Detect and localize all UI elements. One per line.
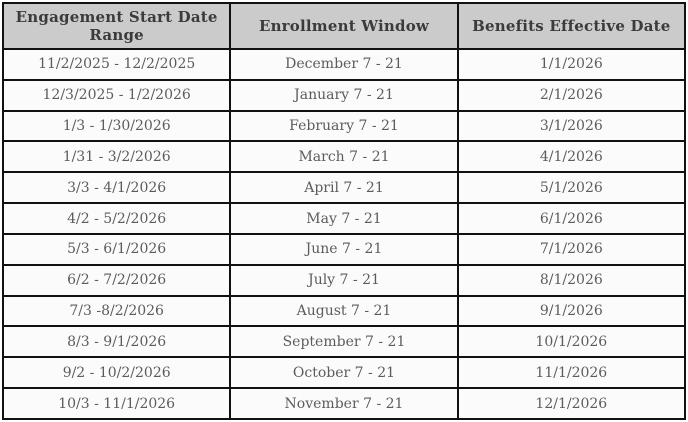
table-cell: 11/1/2026 <box>456 356 687 390</box>
table-cell: 6/2 - 7/2/2026 <box>1 263 232 297</box>
table-cell: 8/3 - 9/1/2026 <box>1 325 232 359</box>
table-row: 9/2 - 10/2/2026 October 7 - 21 11/1/2026 <box>1 356 687 390</box>
table-cell: January 7 - 21 <box>229 78 459 112</box>
table-row: 10/3 - 11/1/2026 November 7 - 21 12/1/2026 <box>1 387 687 420</box>
table-cell: 7/3 -8/2/2026 <box>1 294 232 328</box>
table-cell: 12/1/2026 <box>456 387 687 420</box>
table-header-row: Engagement Start Date Range Enrollment W… <box>1 2 687 50</box>
column-header-enrollment-window: Enrollment Window <box>229 2 459 50</box>
table-cell: 10/1/2026 <box>456 325 687 359</box>
table-cell: December 7 - 21 <box>229 48 459 81</box>
table-body: 11/2/2025 - 12/2/2025 December 7 - 21 1/1/… <box>1 48 687 420</box>
table-cell: June 7 - 21 <box>229 232 459 266</box>
table-cell: 11/2/2025 - 12/2/2025 <box>1 48 232 81</box>
table-row: 7/3 -8/2/2026 August 7 - 21 9/1/2026 <box>1 294 687 328</box>
table-header: Engagement Start Date Range Enrollment W… <box>1 2 687 50</box>
table-cell: 12/3/2025 - 1/2/2026 <box>1 78 232 112</box>
table-cell: 5/3 - 6/1/2026 <box>1 232 232 266</box>
table-cell: September 7 - 21 <box>229 325 459 359</box>
table-cell: May 7 - 21 <box>229 202 459 235</box>
table-cell: August 7 - 21 <box>229 294 459 328</box>
table-row: 11/2/2025 - 12/2/2025 December 7 - 21 1/1/… <box>1 48 687 81</box>
table-row: 1/3 - 1/30/2026 February 7 - 21 3/1/2026 <box>1 109 687 143</box>
table-cell: July 7 - 21 <box>229 263 459 297</box>
table-cell: 1/3 - 1/30/2026 <box>1 109 232 143</box>
table-cell: 1/1/2026 <box>456 48 687 81</box>
column-header-engagement-start-date-range: Engagement Start Date Range <box>1 2 232 50</box>
table-cell: 3/1/2026 <box>456 109 687 143</box>
table-cell: 10/3 - 11/1/2026 <box>1 387 232 420</box>
table-cell: 9/1/2026 <box>456 294 687 328</box>
table-cell: 9/2 - 10/2/2026 <box>1 356 232 390</box>
table-cell: February 7 - 21 <box>229 109 459 143</box>
table-cell: 4/2 - 5/2/2026 <box>1 202 232 235</box>
table-row: 3/3 - 4/1/2026 April 7 - 21 5/1/2026 <box>1 171 687 205</box>
table-cell: October 7 - 21 <box>229 356 459 390</box>
table-cell: April 7 - 21 <box>229 171 459 205</box>
table-row: 1/31 - 3/2/2026 March 7 - 21 4/1/2026 <box>1 140 687 174</box>
table-cell: 6/1/2026 <box>456 202 687 235</box>
table-cell: March 7 - 21 <box>229 140 459 174</box>
table-cell: 1/31 - 3/2/2026 <box>1 140 232 174</box>
table-cell: November 7 - 21 <box>229 387 459 420</box>
table-row: 8/3 - 9/1/2026 September 7 - 21 10/1/2026 <box>1 325 687 359</box>
table-cell: 3/3 - 4/1/2026 <box>1 171 232 205</box>
table-cell: 5/1/2026 <box>456 171 687 205</box>
table-cell: 7/1/2026 <box>456 232 687 266</box>
table-cell: 4/1/2026 <box>456 140 687 174</box>
table-cell: 8/1/2026 <box>456 263 687 297</box>
table-row: 5/3 - 6/1/2026 June 7 - 21 7/1/2026 <box>1 232 687 266</box>
table-row: 4/2 - 5/2/2026 May 7 - 21 6/1/2026 <box>1 202 687 235</box>
table-row: 6/2 - 7/2/2026 July 7 - 21 8/1/2026 <box>1 263 687 297</box>
table-cell: 2/1/2026 <box>456 78 687 112</box>
column-header-benefits-effective-date: Benefits Effective Date <box>456 2 687 50</box>
table-row: 12/3/2025 - 1/2/2026 January 7 - 21 2/1/20… <box>1 78 687 112</box>
